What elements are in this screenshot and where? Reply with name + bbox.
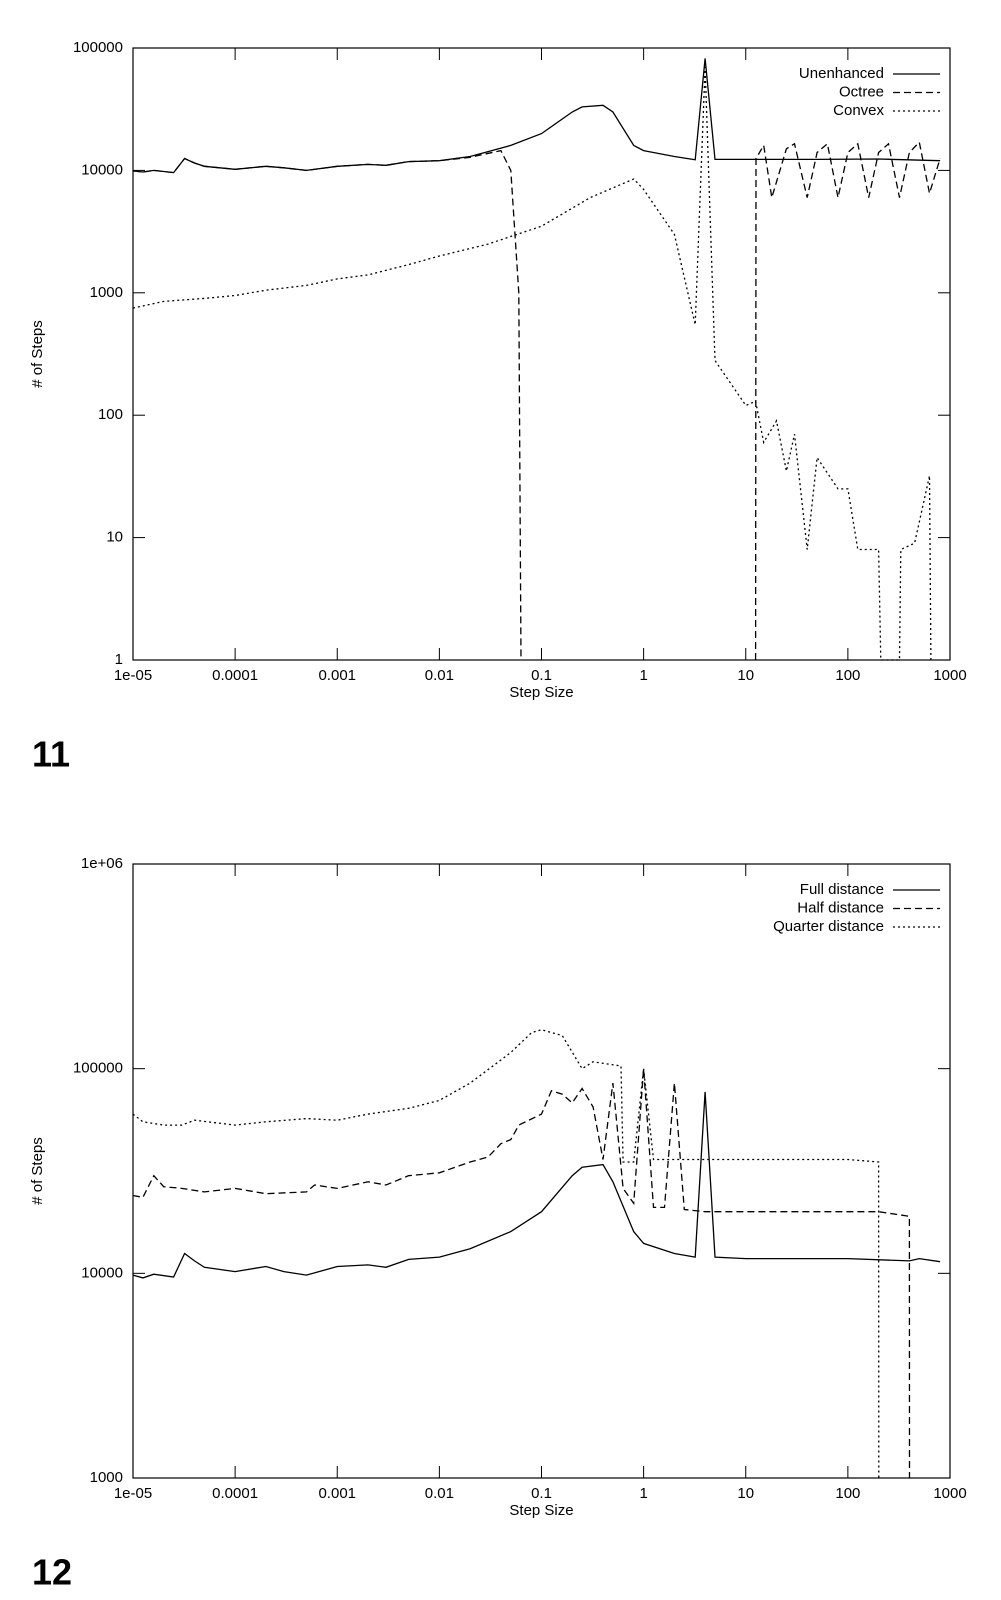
y-tick-label: 1 (115, 651, 123, 668)
y-axis-label: # of Steps (29, 320, 46, 388)
figure-label: 12 (32, 1552, 72, 1593)
y-tick-label: 10 (106, 529, 123, 546)
plot-frame (132, 47, 951, 661)
x-tick-label: 100 (835, 1485, 860, 1502)
x-tick-label: 10 (737, 1485, 754, 1502)
x-tick-label: 1e-05 (114, 1485, 152, 1502)
series-line (132, 1091, 941, 1279)
x-tick-label: 0.0001 (212, 667, 258, 684)
figure-label: 11 (32, 734, 70, 775)
y-tick-label: 1000 (90, 1469, 123, 1486)
y-axis-label: # of Steps (29, 1137, 46, 1205)
x-tick-label: 0.1 (531, 667, 552, 684)
x-tick-label: 1e-05 (114, 667, 152, 684)
x-axis-label: Step Size (509, 684, 573, 701)
x-tick-label: 1000 (933, 1485, 966, 1502)
y-tick-label: 100000 (73, 39, 123, 56)
chart: 1e-05 0.0001 0.001 0.01 0.1 1 10 100 1000 1000 100… (29, 855, 967, 1593)
x-tick-label: 0.001 (318, 667, 356, 684)
y-tick-label: 100000 (73, 1060, 123, 1077)
x-axis-label: Step Size (509, 1502, 573, 1519)
x-tick-label: 1 (639, 1485, 647, 1502)
x-tick-label: 0.01 (425, 667, 454, 684)
x-tick-label: 0.01 (425, 1485, 454, 1502)
x-tick-label: 0.001 (318, 1485, 356, 1502)
series-line (132, 1068, 911, 1479)
legend-label: Half distance (797, 899, 884, 916)
y-tick-label: 10000 (81, 161, 123, 178)
x-tick-label: 0.0001 (212, 1485, 258, 1502)
series-line (132, 58, 941, 174)
x-tick-label: 1000 (933, 667, 966, 684)
x-tick-label: 0.1 (531, 1485, 552, 1502)
series-line (132, 140, 941, 661)
series-line (132, 1029, 880, 1479)
legend-label: Full distance (800, 881, 884, 898)
y-tick-label: 1000 (90, 284, 123, 301)
y-tick-label: 100 (98, 406, 123, 423)
legend-label: Convex (833, 102, 884, 119)
x-tick-label: 100 (835, 667, 860, 684)
legend-label: Unenhanced (799, 65, 884, 82)
y-tick-label: 1e+06 (81, 855, 123, 872)
y-tick-label: 10000 (81, 1264, 123, 1281)
x-tick-label: 1 (639, 667, 647, 684)
series-line (132, 66, 932, 661)
legend-label: Quarter distance (773, 918, 884, 935)
x-tick-label: 10 (737, 667, 754, 684)
legend-label: Octree (839, 83, 884, 100)
plot-frame (132, 863, 951, 1479)
chart: 1e-05 0.0001 0.001 0.01 0.1 1 10 100 1000 1 10 100 1… (29, 39, 967, 775)
